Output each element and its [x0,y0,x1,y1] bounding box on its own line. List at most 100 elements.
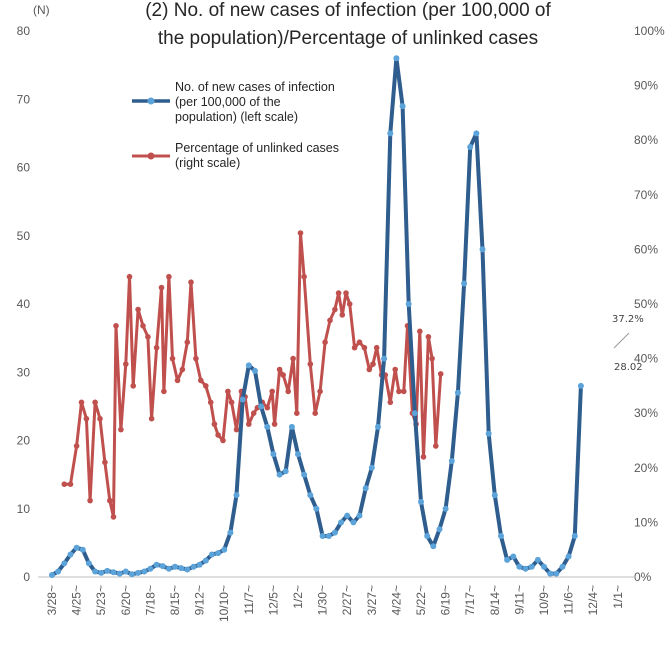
new-cases-series-point [116,570,123,577]
x-tick-label: 10/9~ [537,585,551,615]
unlinked-series-point [83,415,90,422]
unlinked-series-point [280,372,287,378]
new-cases-series-point [245,362,252,369]
new-cases-series-point [301,471,308,478]
right-axis-ticks: 0% 10% 20% 30% 40% 50% 60% 70% 80% 90% 100% [634,24,665,584]
legend-new-cases-label-1: No. of new cases of infection [175,80,335,94]
unlinked-series-point [425,334,432,340]
unlinked-series-point [207,399,214,406]
x-tick-label: 5/23~ [94,585,108,615]
new-cases-series-point [147,565,154,572]
left-axis-unit: (N) [33,3,50,17]
unlinked-series-point [153,344,160,351]
unlinked-series-point [301,273,307,280]
new-cases-series-point [498,533,504,539]
new-cases-series-point [504,556,511,563]
unlinked-series-point [396,388,402,395]
x-tick-label: 11/7~ [242,585,256,614]
unlinked-series-point [97,415,103,422]
left-tick-label: 10 [17,502,31,516]
new-cases-series-point [424,533,431,539]
new-cases-series-point [67,551,74,558]
x-tick-label: 8/14~ [488,585,502,615]
unlinked-series-point [437,371,444,377]
unlinked-series-point [198,377,204,384]
legend-new-cases-label-3: population) (left scale) [175,110,298,124]
x-tick-label: 1/1~ [611,585,625,609]
new-cases-series-point [331,529,338,536]
new-cases-series-point [165,565,172,572]
new-cases-series-point [516,563,523,570]
right-tick-label: 20% [634,461,658,475]
unlinked-series-point [343,290,349,296]
unlinked-series-point [67,481,74,488]
unlinked-series-point [346,301,353,307]
new-cases-series-point [122,568,129,575]
unlinked-series-point [332,306,338,313]
unlinked-series-point [158,284,165,291]
unlinked-series-point [433,443,439,449]
new-cases-series-point [577,382,584,389]
unlinked-series-point [233,426,240,433]
x-tick-label: 8/15~ [168,585,182,615]
new-cases-series-point [541,563,547,570]
new-cases-series-point [264,423,271,430]
unlinked-series-point [174,377,181,384]
unlinked-series-point [373,344,380,351]
unlinked-series-point [322,339,328,346]
unlinked-series-point [135,306,141,313]
new-cases-series-point [55,568,62,575]
unlinked-series-point [110,514,117,520]
right-tick-label: 10% [634,515,658,529]
right-tick-label: 70% [634,188,658,202]
new-cases-series-point [153,561,160,568]
new-cases-series-point [528,563,535,570]
unlinked-series-point [361,344,368,351]
new-cases-series-point [325,533,332,539]
unlinked-series-point [161,388,167,395]
new-cases-series-point [399,103,406,110]
legend-unlinked-marker [147,152,155,160]
new-cases-series-point [467,144,474,150]
unlinked-series-point [211,421,218,427]
new-cases-series-point [159,563,166,570]
new-cases-series-point [141,568,148,575]
unlinked-series-point [87,497,93,504]
new-cases-series-point [418,498,424,505]
new-cases-series-point [239,396,246,403]
unlinked-series-point [246,421,252,427]
new-cases-series-point [442,505,449,512]
new-cases-series-point [368,464,375,471]
new-cases-series-point [461,280,468,287]
left-tick-label: 50 [17,229,31,243]
unlinked-series-point [271,421,278,427]
x-tick-label: 9/11~ [512,585,526,614]
new-cases-series-point [405,301,412,307]
new-cases-series-point [485,430,492,437]
unlinked-series-point [401,388,407,395]
new-cases-series-point [178,565,185,572]
new-cases-series-point [571,533,578,539]
unlinked-series-point [387,399,394,406]
new-cases-series-point [510,553,517,560]
unlinked-annotation-leader [613,332,630,349]
new-cases-series-point [547,570,554,577]
unlinked-series-point [123,361,129,367]
new-cases-series-point [208,551,215,558]
new-cases-series-point [61,560,68,567]
new-cases-series-point [344,512,351,519]
new-cases-series-point [221,546,228,553]
unlinked-series-point [339,312,346,318]
unlinked-series-point [169,355,176,362]
x-tick-label: 6/20~ [119,585,133,615]
new-cases-series-point [313,505,320,512]
new-cases-series-point [479,246,486,253]
new-cases-series-point [276,471,283,478]
unlinked-series-point [276,366,283,373]
left-tick-label: 30 [17,365,31,379]
unlinked-series-point [307,361,314,367]
left-tick-label: 40 [17,297,31,311]
new-cases-series-point [411,410,418,417]
unlinked-series-point [184,339,191,346]
unlinked-series-point [370,361,376,367]
